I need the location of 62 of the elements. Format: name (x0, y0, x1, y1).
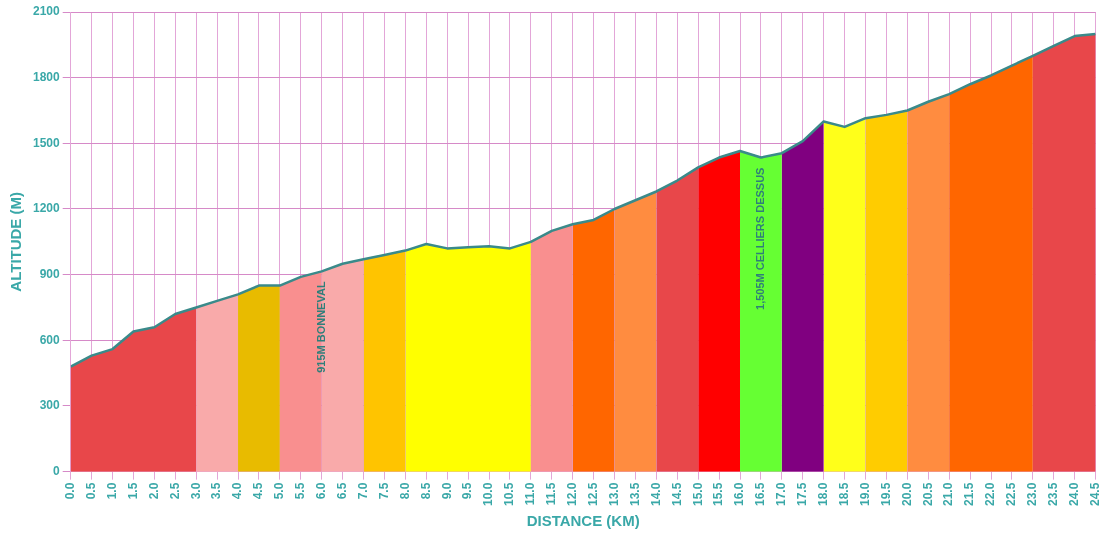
x-tick-label: 19.0 (857, 482, 872, 506)
x-tick-label: 20.5 (920, 482, 935, 506)
x-tick-label: 17.0 (774, 482, 789, 506)
x-tick-label: 16.0 (732, 482, 747, 506)
x-tick-label: 5.5 (293, 482, 308, 500)
x-tick-label: 1.0 (104, 482, 119, 500)
x-tick-label: 6.0 (314, 482, 328, 500)
x-tick-label: 19.5 (878, 482, 893, 506)
x-tick-label: 6.5 (334, 482, 349, 500)
x-tick-label: 16.5 (753, 482, 768, 506)
y-tick-label: 900 (39, 266, 61, 281)
x-tick-label: 23.0 (1025, 482, 1040, 506)
x-tick-label: 7.0 (355, 482, 370, 500)
x-tick-label: 3.0 (188, 482, 203, 500)
x-tick-label: 9.5 (460, 482, 475, 500)
x-tick-label: 20.0 (899, 482, 914, 506)
x-tick-label: 13.0 (606, 482, 621, 506)
x-tick-label: 4.0 (230, 482, 245, 500)
x-tick-label: 12.5 (585, 482, 600, 506)
x-tick-label: 15.5 (711, 482, 726, 506)
x-tick-label: 8.5 (418, 482, 433, 500)
x-tick-label: 18.5 (836, 482, 851, 506)
x-tick-label: 24.0 (1067, 482, 1081, 506)
x-tick-label: 5.0 (272, 482, 287, 500)
y-tick-label: 1500 (32, 135, 61, 150)
x-tick-label: 9.0 (439, 482, 454, 500)
x-axis-title: DISTANCE (KM) (526, 512, 640, 530)
x-tick-label: 22.0 (983, 482, 998, 506)
x-tick-label: 2.5 (167, 482, 182, 500)
x-tick-label: 24.5 (1087, 482, 1102, 506)
y-tick-label: 600 (39, 332, 61, 347)
x-tick-label: 14.5 (669, 482, 684, 506)
x-tick-label: 10.0 (481, 482, 496, 506)
annotation: 1,505M CELLIERS DESSUS (753, 167, 766, 310)
x-tick-label: 4.5 (251, 482, 266, 500)
x-tick-label: 3.5 (209, 482, 224, 500)
y-tick-label: 1800 (32, 69, 61, 84)
x-tick-label: 13.5 (627, 482, 642, 506)
x-tick-label: 12.0 (565, 482, 579, 506)
y-tick-label: 0 (53, 463, 61, 478)
x-tick-label: 1.5 (125, 482, 140, 500)
y-axis-title: ALTITUDE (M) (7, 191, 25, 292)
x-tick-label: 11.5 (544, 482, 559, 506)
x-tick-label: 8.0 (397, 482, 412, 500)
x-tick-label: 14.0 (648, 482, 663, 506)
annotation: 915M BONNEVAL (314, 281, 327, 373)
y-tick-label: 1200 (32, 201, 61, 216)
x-tick-label: 7.5 (376, 482, 391, 500)
x-tick-label: 11.0 (523, 482, 538, 506)
x-tick-label: 21.5 (962, 482, 977, 506)
x-tick-label: 17.5 (795, 482, 810, 506)
x-tick-label: 23.5 (1046, 482, 1061, 506)
x-tick-label: 18.0 (816, 482, 830, 506)
x-tick-label: 21.0 (941, 482, 956, 506)
x-tick-label: 15.0 (690, 482, 705, 506)
x-tick-label: 2.0 (146, 482, 161, 500)
y-tick-label: 300 (39, 398, 61, 413)
y-tick-label: 2100 (32, 4, 61, 19)
x-tick-label: 10.5 (502, 482, 517, 506)
x-tick-label: 0.0 (63, 482, 78, 500)
x-tick-label: 0.5 (83, 482, 98, 500)
x-tick-label: 22.5 (1004, 482, 1019, 506)
